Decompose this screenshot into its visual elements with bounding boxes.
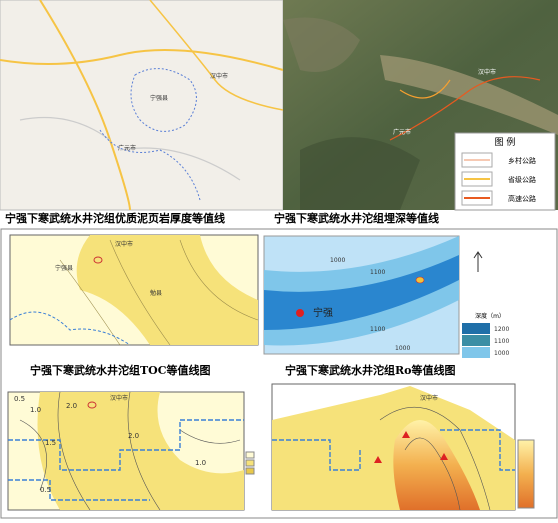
map-shape [99, 129, 201, 201]
contour-label: 1.0 [30, 406, 41, 414]
panel-title: 宁强下寒武统水井沱组优质泥页岩厚度等值线 [5, 211, 225, 225]
map-shape [473, 251, 483, 272]
map-shape [8, 419, 244, 501]
map-shape [462, 335, 490, 346]
contour-label: 1100 [370, 326, 385, 333]
panel-title: 宁强下寒武统水井沱组Ro等值线图 [285, 363, 455, 377]
place-label: 宁强县 [150, 94, 168, 102]
map-shape [389, 76, 541, 141]
road-map: 汉中市 广元市 宁强县 [0, 0, 284, 211]
legend-item: 省级公路 [508, 175, 536, 184]
map-shape [462, 323, 490, 334]
contour-label: 1.0 [195, 459, 206, 467]
contour-label: 1100 [370, 269, 385, 276]
contour-label: 1000 [395, 345, 410, 352]
map-shape [119, 147, 241, 181]
contour-label: 1.5 [45, 439, 56, 447]
map-shape [517, 439, 535, 509]
legend-item: 1000 [494, 350, 509, 357]
map-shape [93, 256, 103, 264]
map-shape [374, 431, 448, 463]
map-shape [296, 309, 304, 317]
contour-label: 0.5 [14, 395, 25, 403]
contour-label: 0.5 [40, 486, 51, 494]
thickness-map: 汉中市 宁强县 勉县 [9, 234, 259, 346]
place-label: 勉县 [150, 289, 162, 297]
map-shape [87, 401, 97, 409]
map-shape [245, 459, 255, 467]
map-shape [245, 467, 255, 475]
place-label: 广元市 [393, 128, 411, 136]
map-shape [379, 406, 491, 511]
map-shape [149, 0, 284, 111]
legend-item: 高速公路 [508, 194, 536, 203]
place-label: 广元市 [118, 144, 136, 152]
map-shape [76, 235, 259, 345]
place-label: 宁强县 [55, 264, 73, 272]
legend-title: 深度（m） [475, 312, 505, 320]
contour-label: 2.0 [66, 402, 77, 410]
frame [0, 228, 558, 519]
map-shape [283, 17, 360, 72]
place-label: 汉中市 [110, 394, 128, 402]
map-shape [245, 451, 255, 459]
depth-map: 宁强 1000 1100 1100 1000 深度（m） 1200 1100 1… [263, 235, 509, 358]
map-shape [461, 190, 493, 206]
contour-label: 2.0 [128, 432, 139, 440]
place-label: 汉中市 [478, 68, 496, 76]
map-shape [399, 79, 451, 99]
legend-item: 1100 [494, 338, 509, 345]
map-shape [0, 49, 284, 71]
toc-map: 汉中市 0.5 1.0 2.0 1.5 2.0 1.0 0.5 [7, 391, 255, 511]
panel-title: 宁强下寒武统水井沱组埋深等值线 [274, 211, 439, 225]
place-label: 宁强 [313, 306, 333, 319]
map-shape [380, 55, 558, 135]
map-shape [461, 171, 493, 187]
map-shape [461, 152, 493, 168]
place-label: 汉中市 [210, 72, 228, 80]
map-shape [272, 429, 515, 471]
legend-item: 1200 [494, 326, 509, 333]
panel-title: 宁强下寒武统水井沱组TOC等值线图 [30, 363, 211, 377]
legend-item: 乡村公路 [508, 156, 536, 165]
contour-label: 1000 [330, 257, 345, 264]
map-shape [19, 391, 241, 511]
map-shape [264, 255, 459, 330]
map-shape [19, 116, 111, 141]
legend-title: 图 例 [495, 136, 516, 148]
satellite-map: 汉中市 广元市 图 例 乡村公路 省级公路 高速公路 [283, 0, 558, 211]
map-shape [300, 137, 420, 210]
map-shape [37, 392, 244, 510]
place-label: 汉中市 [420, 394, 438, 402]
ro-map: 汉中市 [271, 383, 535, 511]
map-shape [39, 0, 131, 211]
map-shape [462, 347, 490, 358]
map-shape [415, 276, 425, 284]
map-shape [393, 420, 480, 510]
place-label: 汉中市 [115, 240, 133, 248]
map-shape [0, 0, 284, 211]
map-shape [9, 311, 131, 346]
